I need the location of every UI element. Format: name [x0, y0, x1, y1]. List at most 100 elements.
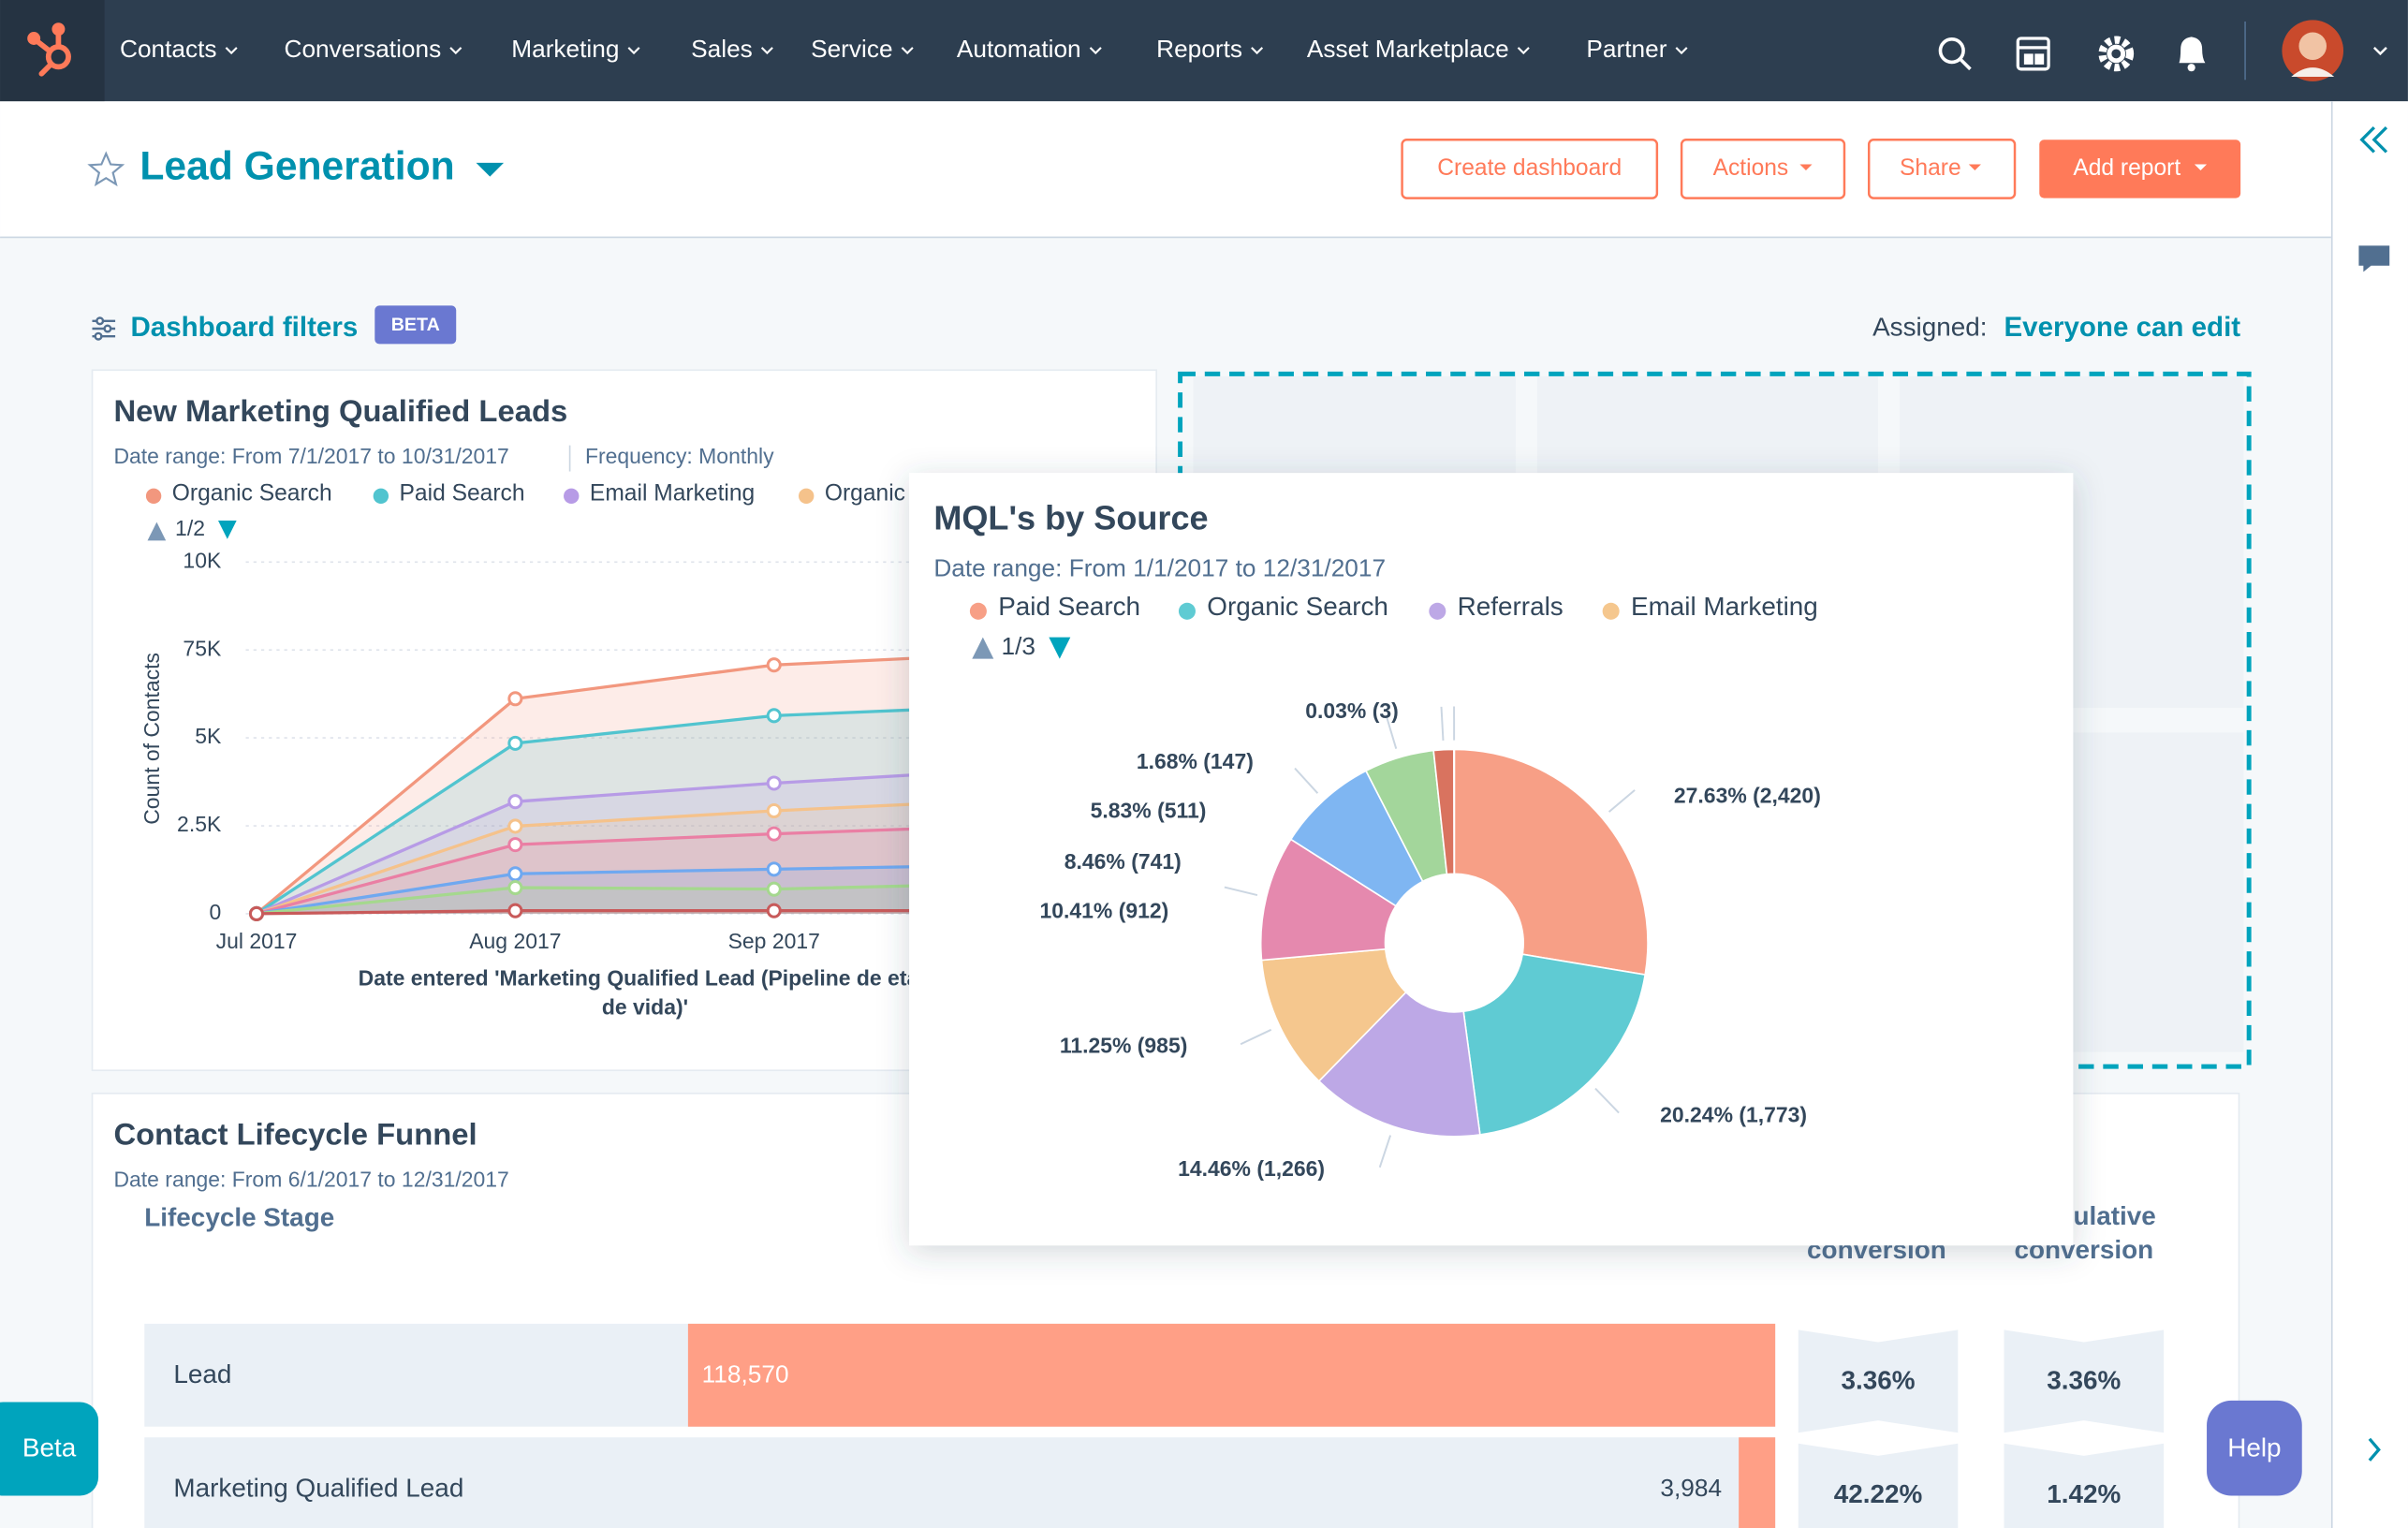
next-icon[interactable]: [2368, 1437, 2381, 1462]
leader-line: [1594, 1087, 1620, 1114]
create-dashboard-button[interactable]: Create dashboard: [1401, 139, 1659, 199]
search-icon[interactable]: [1938, 37, 1972, 71]
legend-next[interactable]: [217, 521, 237, 539]
nav-chevron: [627, 47, 640, 55]
nav-item[interactable]: Sales: [691, 35, 753, 63]
favorite-star[interactable]: [87, 151, 125, 187]
y-tick-label: 0: [210, 900, 222, 924]
data-point: [507, 735, 523, 751]
button-label: Add report: [2073, 155, 2180, 181]
leader-line: [1378, 1135, 1392, 1168]
data-point: [507, 837, 523, 853]
button-label: Share: [1900, 155, 1961, 181]
pie-slice: [1317, 991, 1481, 1138]
series-line: [256, 766, 1034, 916]
leader-line: [1440, 706, 1445, 741]
date-range: Date range: From 6/1/2017 to 12/31/2017: [113, 1167, 508, 1191]
legend-next[interactable]: [1049, 637, 1071, 659]
button-label: Actions: [1713, 155, 1789, 181]
series-line: [256, 823, 1034, 916]
badge-text: BETA: [391, 315, 440, 335]
data-label: 27.63% (2,420): [1674, 783, 1821, 807]
series-line: [255, 651, 1034, 916]
marketplace-icon[interactable]: [2016, 37, 2050, 71]
series-line: [256, 909, 1034, 916]
beta-button[interactable]: Beta: [0, 1402, 99, 1496]
data-point: [507, 880, 523, 896]
pie-slice: [1259, 838, 1398, 962]
data-point: [766, 826, 782, 842]
nav-item[interactable]: Asset Marketplace: [1307, 35, 1509, 63]
date-range: Date range: From 1/1/2017 to 12/31/2017: [933, 553, 1386, 581]
x-axis-label: Date entered 'Marketing Qualified Lead (…: [359, 966, 932, 991]
rate-value: 1.42%: [2047, 1479, 2121, 1508]
nav-item[interactable]: Service: [811, 35, 892, 63]
button-label: Create dashboard: [1437, 155, 1622, 181]
data-point: [248, 905, 265, 921]
legend-swatch: [145, 488, 162, 504]
nav-chevron: [1251, 47, 1264, 55]
nav-item[interactable]: Marketing: [511, 35, 619, 63]
button-label: Beta: [22, 1433, 77, 1462]
assigned-value[interactable]: Everyone can edit: [2004, 312, 2240, 343]
legend-label: Paid Search: [400, 481, 525, 507]
dashboard-select-caret[interactable]: [476, 162, 505, 177]
avatar[interactable]: [2282, 20, 2344, 81]
data-point: [766, 881, 782, 897]
legend-prev[interactable]: [972, 637, 994, 659]
add-report-button[interactable]: Add report: [2039, 140, 2241, 198]
pie-slice: [1462, 953, 1647, 1136]
nav-bar: [0, 0, 2408, 102]
account-chevron[interactable]: [2372, 46, 2387, 56]
filters-link[interactable]: Dashboard filters: [130, 312, 358, 343]
legend-swatch: [373, 488, 389, 504]
nav-item[interactable]: Conversations: [285, 35, 442, 63]
series-line: [256, 703, 1034, 916]
legend-label: Organic Search: [1207, 592, 1388, 621]
legend-swatch: [969, 602, 987, 620]
pie-slice: [1453, 748, 1649, 977]
nav-item[interactable]: Automation: [957, 35, 1081, 63]
legend-label: Organic: [825, 481, 905, 507]
legend-label: Paid Search: [998, 592, 1140, 621]
settings-icon[interactable]: [2098, 36, 2135, 72]
dashboard-title[interactable]: Lead Generation: [139, 144, 454, 189]
nav-item[interactable]: Partner: [1586, 35, 1667, 63]
nav-chevron: [1089, 47, 1102, 55]
share-button[interactable]: Share: [1867, 139, 2017, 199]
legend-label: Email Marketing: [590, 481, 755, 507]
funnel-bar: [687, 1323, 1776, 1427]
pie-card: MQL's by Source Date range: From 1/1/201…: [909, 473, 2074, 1246]
beta-badge: [374, 305, 457, 345]
logo[interactable]: [27, 22, 71, 77]
cumulative-cell: [2004, 1330, 2165, 1433]
data-point: [507, 903, 523, 918]
legend-prev[interactable]: [147, 522, 167, 541]
legend-page: 1/3: [1001, 632, 1035, 660]
nav-item[interactable]: Reports: [1156, 35, 1242, 63]
comments-icon[interactable]: [2358, 245, 2390, 272]
stage-label: Lead: [173, 1359, 231, 1388]
date-range: Date range: From 7/1/2017 to 10/31/2017: [113, 444, 508, 468]
actions-button[interactable]: Actions: [1680, 139, 1846, 199]
series-area: [256, 883, 1034, 914]
notifications-icon[interactable]: [2179, 37, 2206, 72]
data-label: 11.25% (985): [1060, 1034, 1188, 1058]
data-label: 5.83% (511): [1091, 799, 1207, 823]
data-label: 20.24% (1,773): [1660, 1102, 1807, 1126]
legend-swatch: [1178, 602, 1196, 620]
nav-item[interactable]: Contacts: [120, 35, 217, 63]
data-point: [766, 802, 782, 819]
assigned-label: Assigned:: [1872, 312, 1987, 341]
filters-icon[interactable]: [92, 316, 116, 341]
nav-chevron: [449, 47, 463, 55]
nav-chevron: [901, 47, 914, 55]
leader-line: [1385, 715, 1398, 749]
collapse-icon[interactable]: [2359, 125, 2388, 154]
nav-chevron: [1517, 47, 1530, 55]
funnel-bar: [1739, 1437, 1776, 1528]
leader-line: [1224, 886, 1258, 897]
help-button[interactable]: Help: [2207, 1400, 2302, 1496]
legend-swatch: [1429, 602, 1446, 620]
